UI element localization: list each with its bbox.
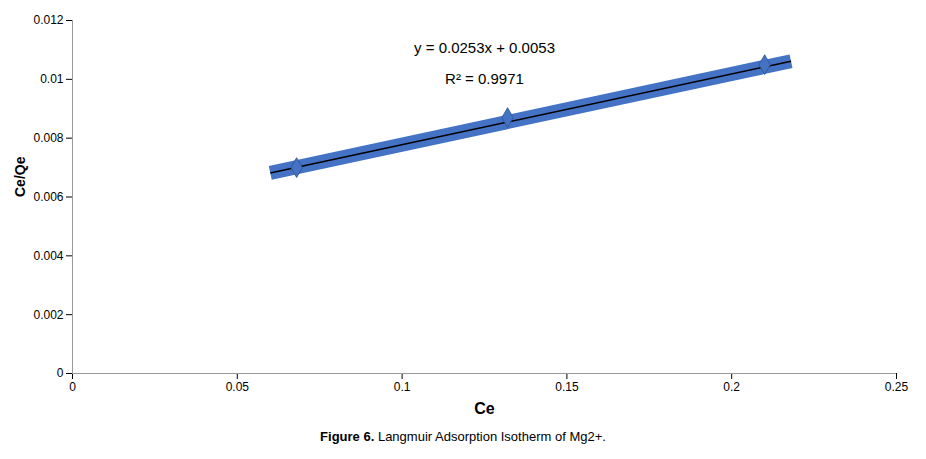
svg-text:0.01: 0.01	[40, 72, 64, 86]
svg-text:0.1: 0.1	[394, 380, 411, 394]
svg-text:0.002: 0.002	[33, 308, 63, 322]
svg-text:0: 0	[69, 380, 76, 394]
svg-text:0.15: 0.15	[555, 380, 579, 394]
svg-text:Ce/Qe: Ce/Qe	[12, 156, 28, 197]
svg-text:0.006: 0.006	[33, 190, 63, 204]
svg-text:Ce: Ce	[474, 400, 495, 417]
svg-text:0.004: 0.004	[33, 249, 63, 263]
svg-text:y = 0.0253x + 0.0053: y = 0.0253x + 0.0053	[414, 39, 555, 56]
svg-text:0.2: 0.2	[723, 380, 740, 394]
svg-text:R² = 0.9971: R² = 0.9971	[445, 70, 524, 87]
svg-text:0.008: 0.008	[33, 131, 63, 145]
svg-text:0: 0	[57, 366, 64, 380]
svg-text:0.05: 0.05	[226, 380, 250, 394]
svg-text:0.25: 0.25	[885, 380, 909, 394]
html-text:Figure 6. Langmuir Adsorption: Figure 6. Langmuir Adsorption Isotherm o…	[320, 429, 606, 444]
svg-text:0.012: 0.012	[33, 13, 63, 27]
